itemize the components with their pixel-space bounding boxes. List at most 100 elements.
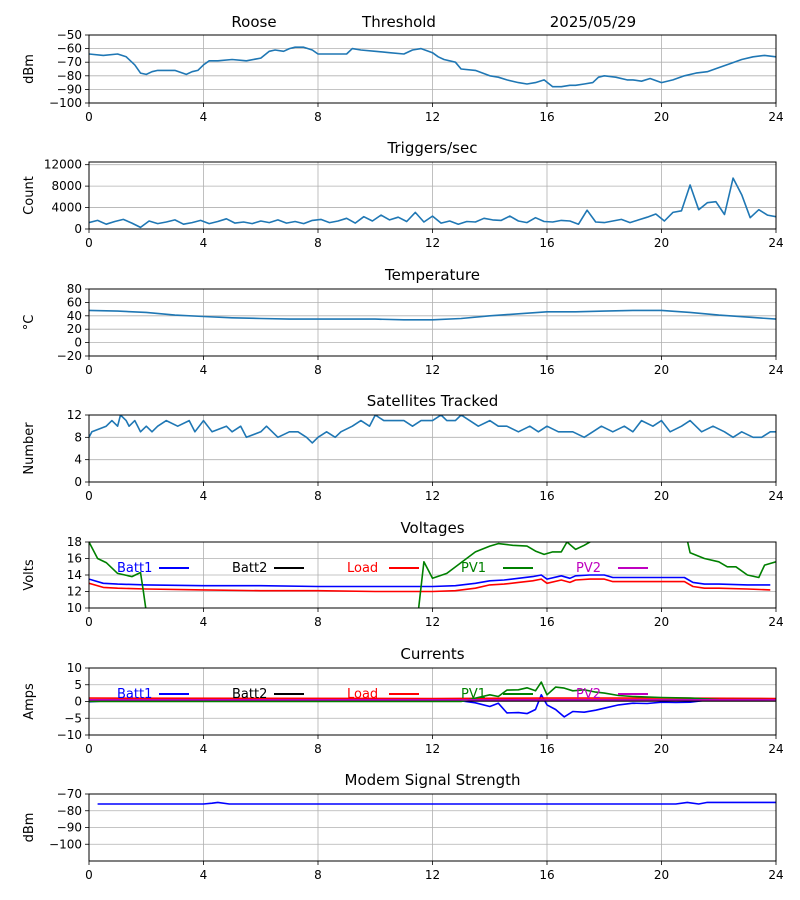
plot-frame bbox=[88, 414, 777, 483]
x-tick-label: 0 bbox=[85, 868, 93, 882]
y-tick-label: −60 bbox=[57, 42, 82, 56]
date-label: 2025/05/29 bbox=[550, 13, 636, 31]
panel-modem-signal: 0 4 8 12 16 20 24 −100 −90 −80 −70 Modem Signal Str… bbox=[22, 771, 784, 882]
y-tick-label: −20 bbox=[57, 349, 82, 363]
panel-voltages: 0 4 8 12 16 20 24 10 12 14 16 18 Batt1 Batt2 Load PV1 PV… bbox=[22, 519, 784, 629]
series-line-pv1 bbox=[89, 681, 776, 703]
x-tick-label: 8 bbox=[314, 742, 322, 756]
plot-frame bbox=[88, 161, 777, 230]
chart-title: Modem Signal Strength bbox=[345, 771, 521, 789]
plot-frame bbox=[88, 34, 777, 104]
x-tick-label: 12 bbox=[425, 363, 440, 377]
y-axis-label: Amps bbox=[22, 683, 37, 720]
y-tick-label: 80 bbox=[67, 282, 82, 296]
series-line-batt1 bbox=[89, 574, 771, 588]
legend-label: Load bbox=[347, 561, 378, 576]
panel-rssi: 0 4 8 12 16 20 24 −100−90−80−70−60−50 dBm bbox=[22, 28, 784, 124]
x-tick-label: 0 bbox=[85, 489, 93, 503]
plot-frame bbox=[88, 667, 777, 736]
x-tick-label: 4 bbox=[200, 110, 208, 124]
x-tick-label: 12 bbox=[425, 742, 440, 756]
y-tick-label: 12 bbox=[67, 408, 82, 422]
x-tick-label: 8 bbox=[314, 236, 322, 250]
y-tick-label: 8 bbox=[74, 430, 82, 444]
x-tick-label: 8 bbox=[314, 868, 322, 882]
x-tick-label: 24 bbox=[768, 236, 783, 250]
x-tick-label: 20 bbox=[654, 110, 669, 124]
panel-satellites: 0 4 8 12 16 20 24 0 4 8 12 Satellites Tracked Number bbox=[22, 392, 784, 503]
x-tick-label: 24 bbox=[768, 489, 783, 503]
x-tick-label: 16 bbox=[539, 110, 554, 124]
plot-frame bbox=[88, 541, 777, 609]
y-tick-label: 16 bbox=[67, 552, 82, 566]
y-tick-label: 4000 bbox=[51, 201, 82, 215]
x-tick-label: 24 bbox=[768, 110, 783, 124]
x-tick-label: 0 bbox=[85, 363, 93, 377]
x-tick-label: 16 bbox=[539, 363, 554, 377]
y-tick-label: −70 bbox=[57, 787, 82, 801]
y-tick-label: 60 bbox=[67, 295, 82, 309]
y-axis-label: dBm bbox=[22, 813, 37, 843]
plot-frame bbox=[88, 288, 777, 357]
y-tick-label: −80 bbox=[57, 69, 82, 83]
y-tick-label: 0 bbox=[74, 336, 82, 350]
y-axis-label: Number bbox=[22, 422, 37, 475]
legend-label: PV1 bbox=[461, 561, 486, 576]
y-axis-label: °C bbox=[22, 315, 37, 331]
station-name: Roose bbox=[231, 13, 276, 31]
y-tick-label: 10 bbox=[67, 661, 82, 675]
x-tick-label: 4 bbox=[200, 742, 208, 756]
y-tick-label: −50 bbox=[57, 28, 82, 42]
x-tick-label: 12 bbox=[425, 615, 440, 629]
y-tick-label: −70 bbox=[57, 55, 82, 69]
series-line-pv1 bbox=[89, 542, 776, 608]
x-tick-label: 16 bbox=[539, 868, 554, 882]
y-tick-label: 40 bbox=[67, 309, 82, 323]
y-tick-label: 14 bbox=[67, 568, 82, 582]
x-tick-label: 16 bbox=[539, 236, 554, 250]
x-tick-label: 20 bbox=[654, 615, 669, 629]
series-line-modem bbox=[97, 801, 776, 805]
legend-label: PV2 bbox=[576, 561, 601, 576]
x-tick-label: 20 bbox=[654, 236, 669, 250]
x-tick-label: 8 bbox=[314, 489, 322, 503]
panel-triggers: 0 4 8 12 16 20 24 0 4000 8000 12000 Triggers/sec Cou… bbox=[22, 139, 784, 250]
y-axis-label: Volts bbox=[22, 559, 37, 591]
y-tick-label: 0 bbox=[74, 222, 82, 236]
panel-currents: 0 4 8 12 16 20 24 −10 −5 0 5 10 Batt1 Batt2 Load PV1 PV2… bbox=[22, 645, 784, 756]
x-tick-label: 24 bbox=[768, 363, 783, 377]
y-tick-label: 0 bbox=[74, 475, 82, 489]
x-tick-label: 12 bbox=[425, 868, 440, 882]
series-line-rssi bbox=[89, 46, 776, 88]
x-tick-label: 24 bbox=[768, 742, 783, 756]
legend-label: PV1 bbox=[461, 687, 486, 702]
y-tick-label: 20 bbox=[67, 322, 82, 336]
y-tick-label: −90 bbox=[57, 82, 82, 96]
y-tick-label: 0 bbox=[74, 695, 82, 709]
x-tick-label: 4 bbox=[200, 363, 208, 377]
chart-title: Temperature bbox=[384, 266, 480, 284]
x-tick-label: 8 bbox=[314, 363, 322, 377]
x-tick-label: 4 bbox=[200, 236, 208, 250]
series-line-load bbox=[89, 578, 771, 593]
legend-label: Load bbox=[347, 687, 378, 702]
x-tick-label: 8 bbox=[314, 615, 322, 629]
y-tick-label: 12 bbox=[67, 585, 82, 599]
x-tick-label: 4 bbox=[200, 615, 208, 629]
y-tick-label: −100 bbox=[49, 837, 82, 851]
y-axis-label: dBm bbox=[22, 54, 37, 84]
y-tick-label: 12000 bbox=[44, 158, 82, 172]
x-tick-label: 12 bbox=[425, 110, 440, 124]
series-line-triggers bbox=[89, 177, 776, 229]
legend-label: Batt2 bbox=[232, 561, 267, 576]
series-line-sats bbox=[89, 415, 776, 444]
y-axis-label: Count bbox=[22, 176, 37, 215]
y-tick-label: 10 bbox=[67, 601, 82, 615]
x-tick-label: 0 bbox=[85, 742, 93, 756]
legend-label: PV2 bbox=[576, 687, 601, 702]
x-tick-label: 20 bbox=[654, 489, 669, 503]
x-tick-label: 8 bbox=[314, 110, 322, 124]
y-tick-label: −90 bbox=[57, 821, 82, 835]
